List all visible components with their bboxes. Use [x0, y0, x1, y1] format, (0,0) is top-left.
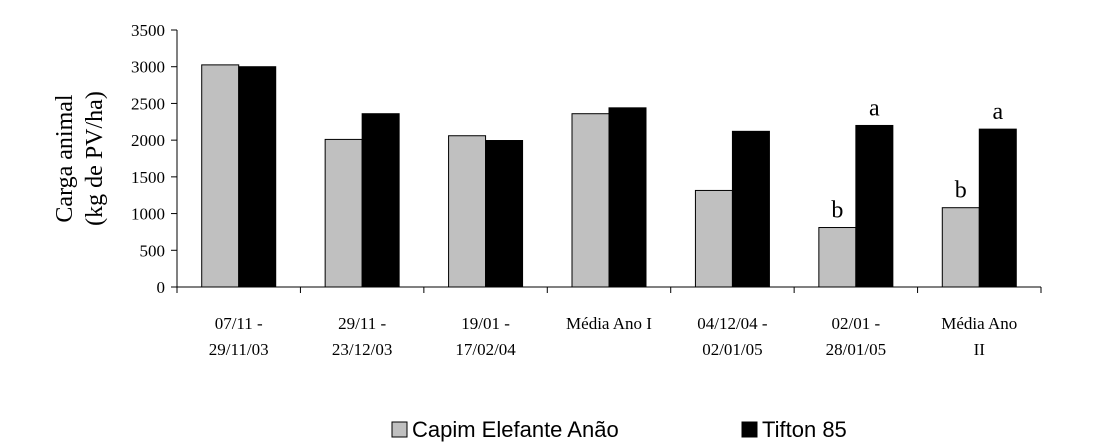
bar — [571, 113, 610, 288]
y-tick-label: 3000 — [131, 58, 165, 77]
bar — [448, 135, 487, 288]
x-tick-label: II — [974, 340, 986, 359]
y-tick-label: 2500 — [131, 94, 165, 113]
y-tick-label: 1500 — [131, 168, 165, 187]
y-tick-label: 1000 — [131, 205, 165, 224]
legend-entry: Capim Elefante Anão — [412, 417, 619, 442]
y-tick-label: 500 — [140, 241, 166, 260]
y-axis-title-line: (kg de PV/ha) — [82, 91, 108, 226]
bar — [201, 64, 240, 288]
x-tick-label: 29/11 - — [338, 314, 386, 333]
y-axis-label: Carga animal (kg de PV/ha) — [52, 91, 108, 226]
bar — [941, 207, 980, 288]
y-tick-label: 0 — [157, 278, 166, 297]
x-tick-label: 19/01 - — [461, 314, 510, 333]
bar — [238, 66, 277, 288]
x-tick-label: 02/01 - — [832, 314, 881, 333]
x-tick-labels: 07/11 - 29/11/03 29/11 - 23/12/03 19/01 - 17/… — [209, 314, 1018, 359]
bars — [201, 64, 1017, 288]
bar — [731, 130, 770, 288]
y-axis-title: Carga animal (kg de PV/ha) — [52, 91, 108, 226]
y-tick-label: 3500 — [131, 21, 165, 40]
bar-annotation: a — [992, 99, 1003, 125]
bar — [855, 124, 894, 288]
legend-swatch — [391, 421, 408, 438]
x-tick-label: 23/12/03 — [332, 340, 392, 359]
bar — [818, 227, 857, 288]
legend-swatch — [741, 421, 758, 438]
bar — [324, 138, 363, 288]
y-ticks: 0 500 1000 1500 2000 2500 3000 3500 — [131, 21, 177, 297]
x-tick-label: 29/11/03 — [209, 340, 269, 359]
x-tick-label: 28/01/05 — [826, 340, 886, 359]
x-tick-label: Média Ano — [941, 314, 1017, 333]
bar-annotation: b — [831, 198, 843, 224]
y-tick-label: 2000 — [131, 131, 165, 150]
bar — [978, 128, 1017, 288]
y-axis-title-line: Carga animal — [52, 94, 78, 223]
bar-annotations: b a b a — [831, 95, 1003, 223]
bar — [361, 113, 400, 288]
x-tick-label: Média Ano I — [566, 314, 652, 333]
bar — [485, 140, 524, 288]
bar-annotation: a — [869, 95, 880, 121]
x-tick-label: 17/02/04 — [455, 340, 516, 359]
x-tick-label: 04/12/04 - — [697, 314, 768, 333]
x-tick-label: 02/01/05 — [702, 340, 762, 359]
bar-annotation: b — [955, 178, 967, 204]
legend: Capim Elefante Anão Tifton 85 — [391, 417, 847, 442]
bar — [608, 107, 647, 288]
legend-entry: Tifton 85 — [762, 417, 847, 442]
x-tick-label: 07/11 - — [215, 314, 263, 333]
bar — [694, 189, 733, 288]
